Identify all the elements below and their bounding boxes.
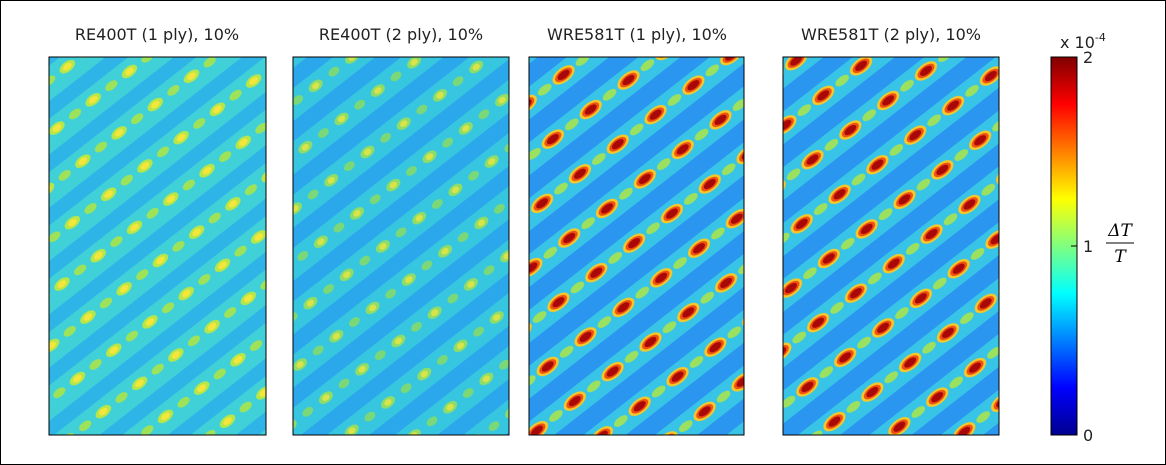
exponent: -4	[1095, 31, 1106, 44]
colorbar-tick-label: 0	[1083, 426, 1093, 445]
colorbar-tick-label: 2	[1083, 48, 1093, 67]
heatmap	[293, 57, 509, 435]
panel-title: WRE581T (2 ply), 10%	[801, 25, 981, 44]
colorbar-tick-label: 1	[1083, 237, 1093, 256]
figure: RE400T (1 ply), 10% RE400T (2 ply), 10% …	[0, 0, 1166, 465]
page: {"panels": [{"title": "RE400T (1 ply), 1…	[0, 0, 1166, 465]
heatmap	[783, 57, 999, 435]
heatmap	[529, 57, 744, 435]
panel: WRE581T (1 ply), 10%	[529, 25, 744, 435]
colorbar-label-numerator: ΔT	[1107, 221, 1133, 241]
panel-title: RE400T (2 ply), 10%	[319, 25, 483, 44]
panel-title: RE400T (1 ply), 10%	[75, 25, 239, 44]
heatmap	[49, 57, 266, 435]
panel: RE400T (1 ply), 10%	[49, 25, 266, 435]
panel-title: WRE581T (1 ply), 10%	[547, 25, 727, 44]
colorbar-label-denominator: T	[1114, 247, 1127, 267]
panel: WRE581T (2 ply), 10%	[783, 25, 999, 435]
panel: RE400T (2 ply), 10%	[293, 25, 509, 435]
